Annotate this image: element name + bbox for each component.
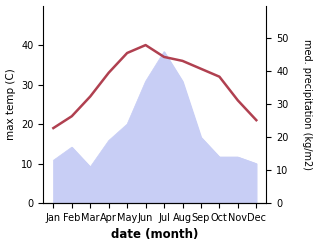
X-axis label: date (month): date (month) — [111, 228, 198, 242]
Y-axis label: max temp (C): max temp (C) — [5, 68, 16, 140]
Y-axis label: med. precipitation (kg/m2): med. precipitation (kg/m2) — [302, 39, 313, 170]
